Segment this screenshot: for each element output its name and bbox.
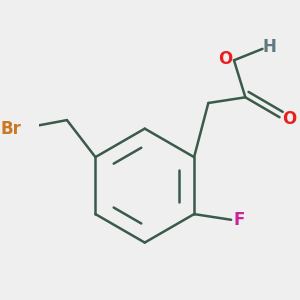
Text: O: O [282,110,297,128]
Text: H: H [262,38,277,56]
Text: F: F [233,211,245,229]
Text: Br: Br [0,120,21,138]
Text: O: O [218,50,233,68]
